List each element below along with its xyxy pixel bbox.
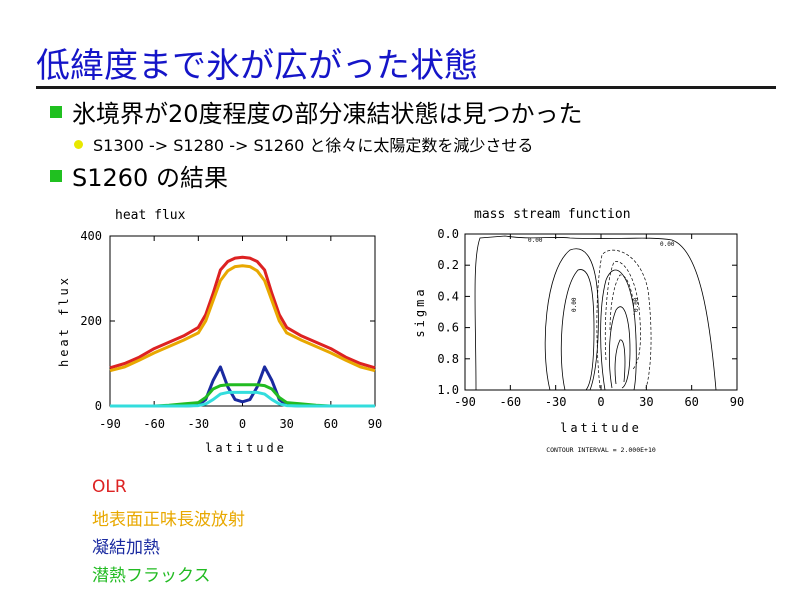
x-axis-label: latitude bbox=[205, 441, 287, 455]
bullet-ice-boundary: 氷境界が20度程度の部分凍結状態は見つかった bbox=[50, 94, 583, 129]
bullet-text: S1300 -> S1280 -> S1260 と徐々に太陽定数を減少させる bbox=[93, 136, 534, 155]
bullet-s1260-result: S1260 の結果 bbox=[50, 158, 228, 193]
x-tick-label: -90 bbox=[454, 395, 476, 409]
slide-title: 低緯度まで氷が広がった状態 bbox=[36, 46, 478, 86]
y-axis-label: heat flux bbox=[57, 275, 71, 367]
chart-title: mass stream function bbox=[474, 207, 631, 222]
sub-bullet-solar-constant: S1300 -> S1280 -> S1260 と徐々に太陽定数を減少させる bbox=[74, 132, 533, 156]
contour-negative-1 bbox=[596, 249, 652, 389]
plot-frame bbox=[109, 235, 376, 407]
x-tick-label: 30 bbox=[639, 395, 653, 409]
series-line-0 bbox=[109, 255, 376, 370]
contour-interval-footnote: CONTOUR INTERVAL = 2.000E+10 bbox=[546, 446, 656, 454]
y-tick-label: 1.0 bbox=[437, 383, 459, 397]
legend-latent-heat-flux: 潜熱フラックス bbox=[92, 566, 211, 586]
contour-left-cell-2 bbox=[560, 269, 595, 391]
x-tick-label: 60 bbox=[324, 417, 338, 431]
bullet-text: 氷境界が20度程度の部分凍結状態は見つかった bbox=[72, 100, 583, 128]
y-tick-label: 0.2 bbox=[437, 258, 459, 272]
heat-flux-chart: heat flux 0 200 400 -90 -60 -30 0 30 60 90 latit… bbox=[57, 208, 382, 455]
y-tick-label: 0.8 bbox=[437, 352, 459, 366]
x-tick-label: 90 bbox=[730, 395, 744, 409]
y-tick-label: 0 bbox=[95, 399, 102, 413]
contour-dashed-lines bbox=[596, 249, 652, 389]
y-axis-label: sigma bbox=[413, 286, 427, 337]
legend-surface-net-longwave: 地表面正味長波放射 bbox=[92, 510, 245, 530]
contour-label: 0.00 bbox=[633, 297, 640, 312]
contour-label: 0.00 bbox=[660, 241, 675, 248]
x-tick-label: 0 bbox=[597, 395, 604, 409]
contour-label: 0.00 bbox=[571, 297, 578, 312]
bullet-text: S1260 の結果 bbox=[72, 164, 228, 192]
contour-negative-3 bbox=[609, 274, 635, 331]
contour-labels: 0.00 0.00 0.00 0.00 bbox=[528, 237, 675, 312]
y-tick-label: 400 bbox=[80, 229, 102, 243]
y-tick-label: 0.0 bbox=[437, 227, 459, 241]
y-tick-label: 0.6 bbox=[437, 321, 459, 335]
legend-condensation-heating: 凝結加熱 bbox=[92, 538, 160, 558]
y-tick-label: 200 bbox=[80, 314, 102, 328]
contour-lines bbox=[474, 235, 717, 391]
bullet-dot-icon bbox=[74, 139, 83, 149]
bullet-square-icon bbox=[50, 105, 62, 118]
contour-negative-2 bbox=[604, 261, 641, 371]
x-tick-label: -60 bbox=[499, 395, 521, 409]
x-tick-label: -60 bbox=[143, 417, 165, 431]
series-line-2 bbox=[110, 365, 375, 408]
contour-right-cell-1 bbox=[600, 269, 637, 391]
x-tick-label: 60 bbox=[684, 395, 698, 409]
bullet-square-icon bbox=[50, 169, 62, 182]
contour-right-cell-3 bbox=[614, 339, 626, 385]
mass-stream-function-chart: mass stream function 0.00.20.40.60.81.0 … bbox=[413, 207, 744, 454]
x-tick-label: -90 bbox=[99, 417, 121, 431]
x-axis-label: latitude bbox=[560, 421, 642, 435]
series-line-4 bbox=[110, 390, 375, 408]
x-tick-label: -30 bbox=[187, 417, 209, 431]
x-tick-label: -30 bbox=[545, 395, 567, 409]
contour-right-cell-2 bbox=[608, 306, 631, 389]
chart-title: heat flux bbox=[115, 208, 186, 223]
contour-label: 0.00 bbox=[528, 237, 543, 244]
legend-olr: OLR bbox=[92, 477, 127, 497]
contour-zero-outer bbox=[474, 235, 717, 391]
title-underline bbox=[36, 86, 776, 89]
contour-left-cell-1 bbox=[544, 248, 599, 391]
x-tick-label: 30 bbox=[279, 417, 293, 431]
y-tick-label: 0.4 bbox=[437, 289, 459, 303]
series-line-1 bbox=[109, 264, 376, 373]
x-tick-label: 0 bbox=[239, 417, 246, 431]
x-tick-label: 90 bbox=[368, 417, 382, 431]
